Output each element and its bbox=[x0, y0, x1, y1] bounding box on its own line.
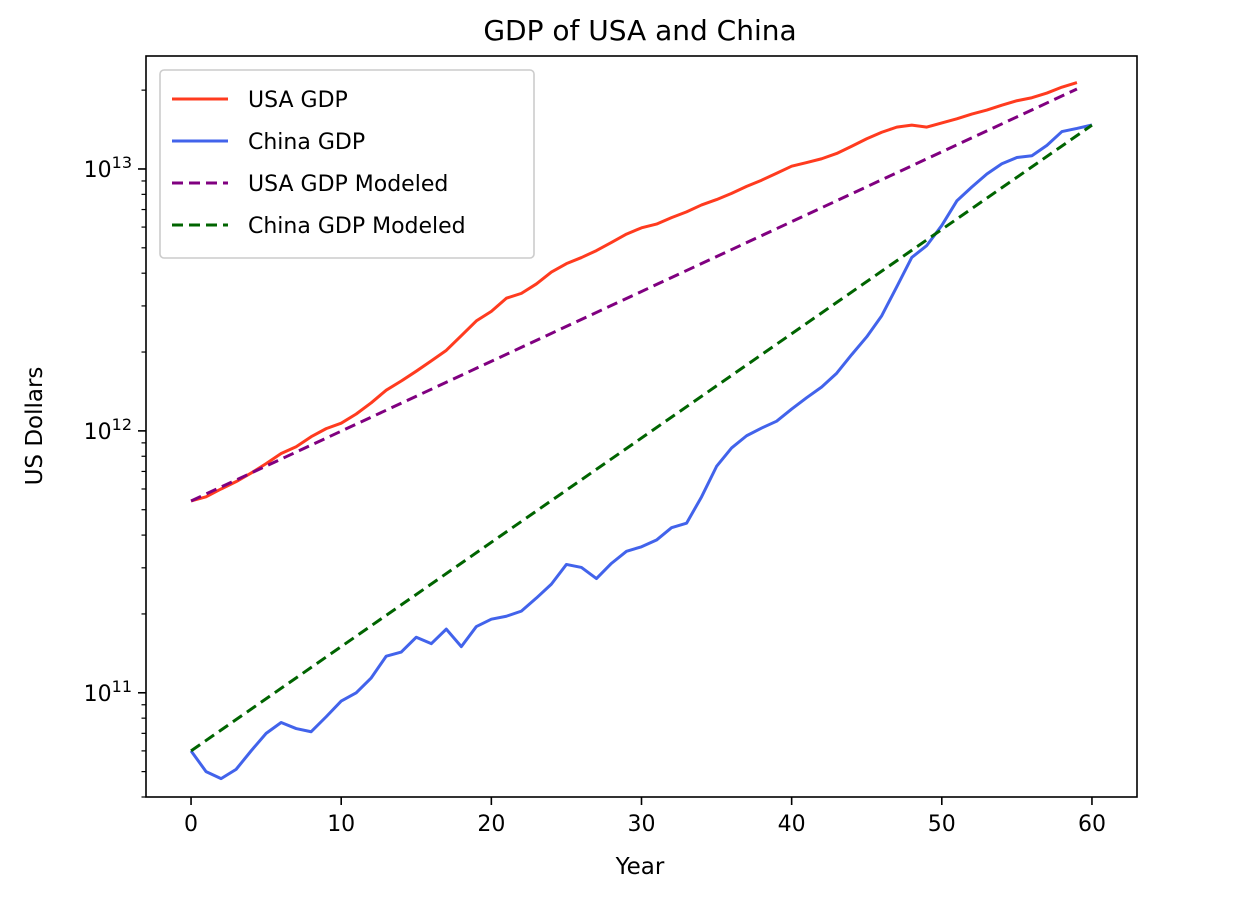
x-tick-label: 60 bbox=[1078, 812, 1106, 837]
x-axis-ticks: 0 10 20 30 40 50 60 bbox=[184, 797, 1106, 837]
x-tick-label: 50 bbox=[928, 812, 956, 837]
y-tick-label: 1011 bbox=[84, 677, 132, 707]
series-line-usa-gdp bbox=[190, 81, 1078, 503]
legend-label: China GDP bbox=[248, 130, 365, 155]
x-tick-label: 10 bbox=[327, 812, 355, 837]
x-axis-title: Year bbox=[615, 854, 665, 880]
x-tick-label: 0 bbox=[184, 812, 198, 837]
legend-box bbox=[159, 69, 535, 259]
legend: USA GDP China GDP USA GDP Modeled China GDP… bbox=[159, 69, 535, 259]
series-line-usa-gdp-modeled bbox=[190, 87, 1078, 503]
legend-label: USA GDP Modeled bbox=[248, 172, 448, 197]
y-axis-ticks: 1011 1012 1013 bbox=[84, 89, 146, 798]
y-tick-label: 1013 bbox=[84, 153, 132, 183]
y-tick-label: 1012 bbox=[84, 415, 132, 445]
x-tick-label: 20 bbox=[477, 812, 505, 837]
x-tick-label: 40 bbox=[778, 812, 806, 837]
legend-label: USA GDP bbox=[248, 88, 348, 113]
y-axis-title: US Dollars bbox=[22, 367, 48, 486]
chart-title: GDP of USA and China bbox=[483, 14, 796, 47]
series-layer bbox=[189, 81, 1093, 781]
x-tick-label: 30 bbox=[628, 812, 656, 837]
series-line-china-gdp bbox=[189, 123, 1093, 781]
legend-label: China GDP Modeled bbox=[248, 214, 466, 239]
plot-frame bbox=[145, 55, 1138, 798]
series-line-china-gdp-modeled bbox=[190, 123, 1093, 753]
